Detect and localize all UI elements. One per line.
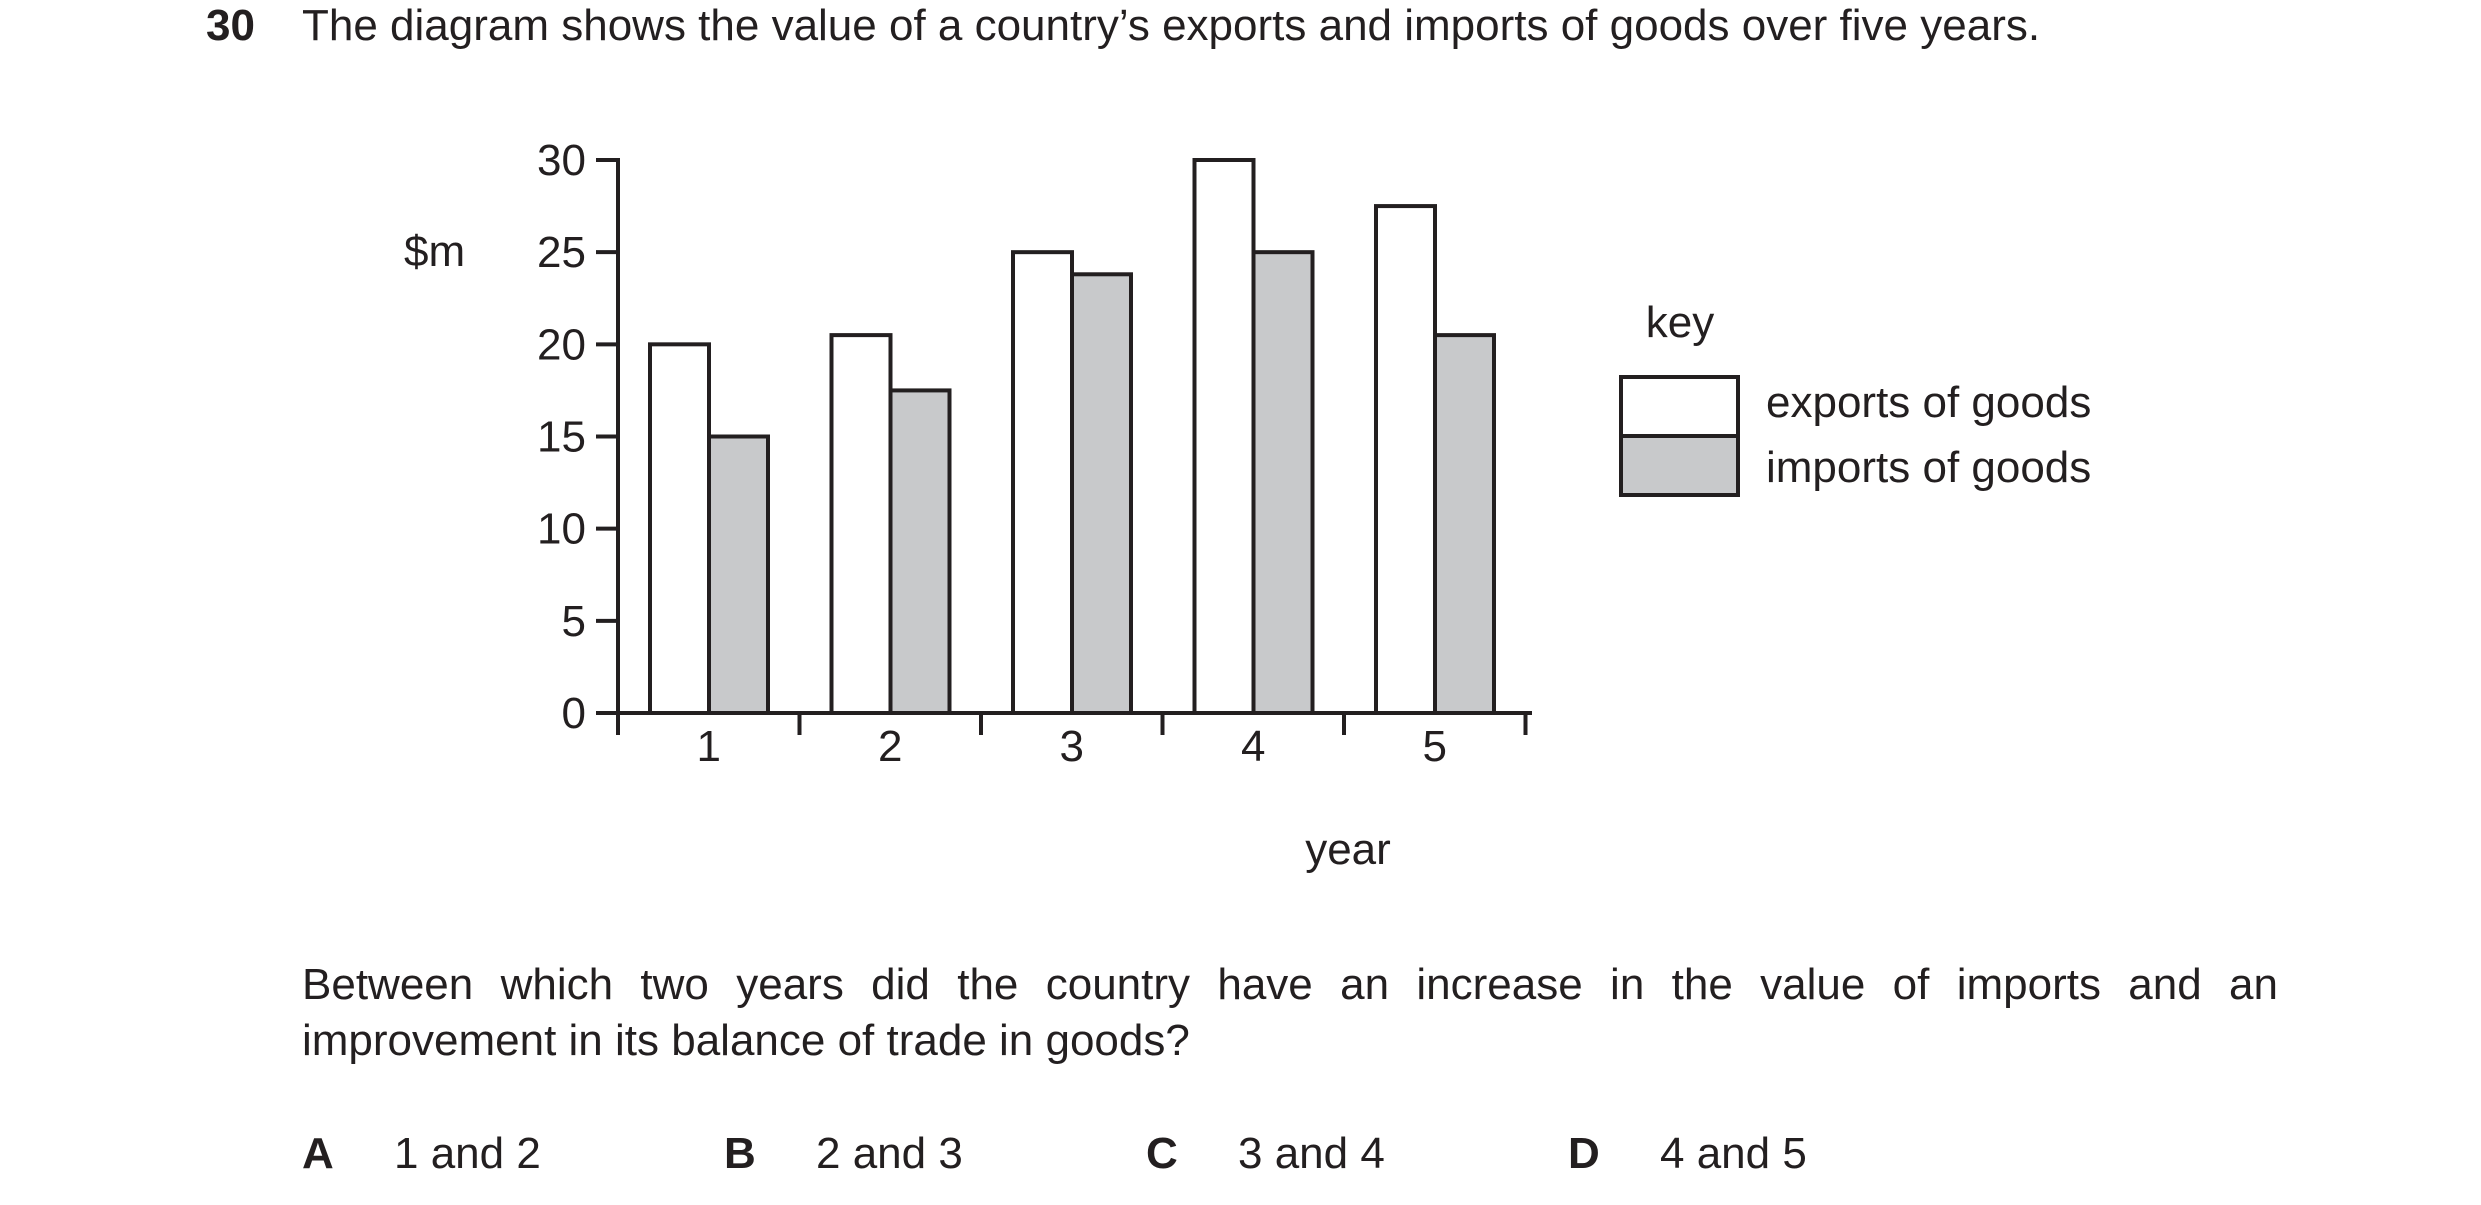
bar-imports bbox=[1433, 333, 1496, 715]
option-text: 4 and 5 bbox=[1660, 1129, 1807, 1178]
bar-imports bbox=[888, 388, 952, 715]
option-letter: C bbox=[1146, 1129, 1178, 1178]
x-tick-label: 3 bbox=[1060, 722, 1084, 771]
option-b[interactable]: B 2 and 3 bbox=[724, 1128, 963, 1180]
bar-imports bbox=[1251, 250, 1315, 716]
bar-exports bbox=[648, 342, 711, 715]
x-tick-label: 4 bbox=[1241, 722, 1265, 771]
y-tick-label: 30 bbox=[537, 136, 586, 185]
legend-swatch-exports bbox=[1619, 375, 1740, 438]
legend-swatch-imports bbox=[1619, 434, 1740, 497]
x-tick-label: 2 bbox=[878, 722, 902, 771]
y-axis-label: $m bbox=[404, 227, 465, 276]
bar-exports bbox=[1192, 158, 1256, 715]
option-c[interactable]: C 3 and 4 bbox=[1146, 1128, 1385, 1180]
bar-exports bbox=[829, 333, 893, 715]
x-tick-label: 1 bbox=[697, 722, 721, 771]
bar-imports bbox=[707, 434, 770, 715]
question-prompt: Between which two years did the country … bbox=[302, 960, 2278, 1065]
y-tick-label: 25 bbox=[537, 228, 586, 277]
legend-title: key bbox=[1646, 298, 1714, 347]
question-number: 30 bbox=[206, 1, 255, 50]
x-tick-label: 5 bbox=[1423, 722, 1447, 771]
y-tick-label: 0 bbox=[562, 689, 586, 738]
option-text: 3 and 4 bbox=[1238, 1129, 1385, 1178]
legend-label-imports: imports of goods bbox=[1766, 443, 2091, 492]
option-d[interactable]: D 4 and 5 bbox=[1568, 1128, 1807, 1180]
option-letter: A bbox=[302, 1129, 334, 1178]
y-tick-label: 10 bbox=[537, 505, 586, 554]
bar-exports bbox=[1011, 250, 1074, 716]
option-letter: D bbox=[1568, 1129, 1600, 1178]
bar-imports bbox=[1070, 272, 1133, 715]
option-letter: B bbox=[724, 1129, 756, 1178]
y-tick-label: 20 bbox=[537, 320, 586, 369]
option-a[interactable]: A 1 and 2 bbox=[302, 1128, 541, 1180]
legend-label-exports: exports of goods bbox=[1766, 378, 2091, 427]
y-tick-label: 5 bbox=[562, 597, 586, 646]
bar-exports bbox=[1374, 204, 1437, 715]
option-text: 1 and 2 bbox=[394, 1129, 541, 1178]
option-text: 2 and 3 bbox=[816, 1129, 963, 1178]
y-tick-label: 15 bbox=[537, 413, 586, 462]
x-axis-label: year bbox=[1305, 825, 1391, 874]
bar-chart: 0 5 10 15 20 25 30 1 2 3 4 5 $m year key exports of goo… bbox=[404, 136, 2091, 874]
question-text: The diagram shows the value of a country… bbox=[302, 1, 2041, 50]
